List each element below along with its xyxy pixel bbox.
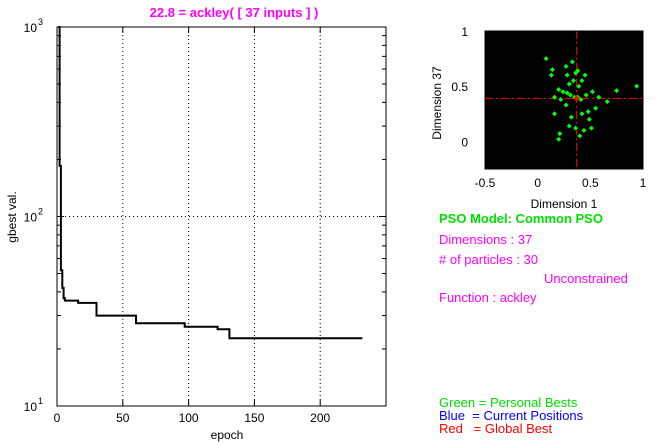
plot-border [56, 26, 387, 407]
x-axis-label: epoch [211, 428, 244, 442]
scatter-x-tick-label: 1 [640, 176, 647, 190]
pso-model-label: PSO Model: Common PSO [439, 211, 603, 226]
y-tick-label-base: 10 [24, 21, 38, 35]
particle-point [569, 59, 575, 65]
particle-point [570, 78, 576, 84]
y-tick-label-base: 10 [24, 400, 38, 414]
particle-point [564, 90, 570, 96]
particle-point [582, 72, 588, 78]
y-tick-label-base: 10 [24, 211, 38, 225]
particle-point [548, 72, 554, 78]
constraint-label: Unconstrained [544, 271, 628, 286]
particle-point [581, 127, 587, 133]
particle-point [586, 116, 592, 122]
y-tick-label-exponent: 1 [38, 396, 43, 406]
particle-point [566, 123, 572, 129]
particle-point [596, 94, 602, 100]
particle-point [577, 133, 583, 139]
x-tick-label: 50 [116, 411, 130, 425]
legend-personal-bests: Green = Personal Bests [439, 395, 578, 410]
particle-point [563, 102, 569, 108]
scatter-y-tick-label: 0.5 [451, 80, 468, 94]
gbest-series-line [58, 26, 363, 340]
particle-point [588, 125, 594, 131]
x-tick-label: 150 [244, 411, 264, 425]
y-tick-label-exponent: 3 [38, 17, 43, 27]
particle-point [593, 105, 599, 111]
particle-point [578, 96, 584, 102]
particle-point [567, 92, 573, 98]
global-best-point [573, 95, 580, 102]
particle-point [557, 131, 563, 137]
scatter-x-tick-label: 0 [534, 176, 541, 190]
particle-point [556, 87, 562, 93]
particle-point [560, 89, 566, 95]
particle-point [564, 72, 570, 78]
x-tick-label: 100 [179, 411, 199, 425]
particle-point [589, 89, 595, 95]
scatter-plot-border [484, 30, 644, 170]
particle-point [568, 114, 574, 120]
y-axis-label: gbest val. [5, 191, 19, 242]
scatter-x-tick-label: -0.5 [475, 176, 496, 190]
particle-point [563, 63, 569, 69]
particle-point [579, 78, 585, 84]
particle-point [552, 111, 558, 117]
particle-count-label: # of particles : 30 [439, 252, 538, 267]
particle-point [634, 83, 640, 89]
y-tick-label-exponent: 2 [38, 207, 43, 217]
particle-point [558, 96, 564, 102]
particle-point [543, 56, 549, 62]
scatter-y-tick-label: 1 [461, 25, 468, 39]
scatter-y-axis-label: Dimension 37 [430, 66, 444, 140]
scatter-y-tick-label: 0 [461, 135, 468, 149]
scatter-x-axis-label: Dimension 1 [531, 197, 598, 211]
scatter-x-tick-label: 0.5 [582, 176, 599, 190]
particle-point [585, 109, 591, 115]
particle-point [576, 83, 582, 89]
scatter-plot-area [485, 31, 643, 169]
chart-title: 22.8 = ackley( [ 37 inputs ] ) [150, 5, 319, 20]
legend-current-positions: Blue = Current Positions [439, 408, 584, 423]
particle-point [549, 67, 555, 73]
particle-point [575, 68, 581, 74]
dimensions-label: Dimensions : 37 [439, 232, 533, 247]
particle-point [604, 99, 610, 105]
legend-global-best: Red = Global Best [439, 421, 553, 436]
particle-point [583, 92, 589, 98]
particle-point [573, 125, 579, 131]
particle-point [552, 94, 558, 100]
particle-point [579, 111, 585, 117]
function-label: Function : ackley [439, 290, 537, 305]
particle-point [556, 136, 562, 142]
particle-point [614, 88, 620, 94]
particle-point [566, 81, 572, 87]
x-tick-label: 0 [54, 411, 61, 425]
x-tick-label: 200 [310, 411, 330, 425]
